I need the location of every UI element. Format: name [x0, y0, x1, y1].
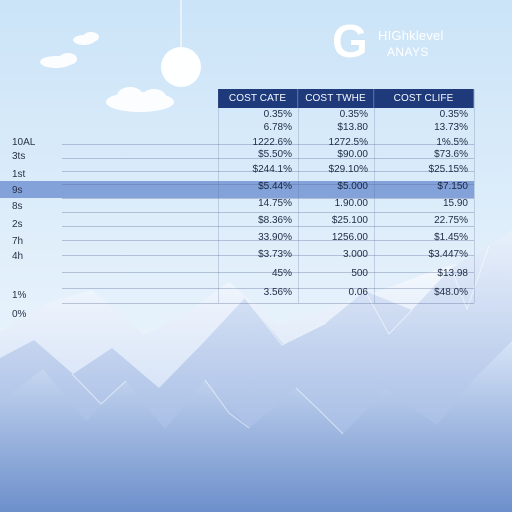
table-header-cell: COST TWHE: [298, 89, 374, 108]
logo-text-line-2: ANAYS: [387, 45, 429, 59]
table-cell: $25.15%: [428, 164, 468, 175]
table-column-line: [474, 89, 475, 303]
table-cell: 22.75%: [434, 215, 468, 226]
table-grid-line: [62, 198, 474, 199]
table-grid-line: [62, 288, 474, 289]
table-cell: 3.000: [342, 249, 368, 260]
cloud-icon: [83, 32, 99, 42]
table-cell: 0.06: [348, 287, 368, 298]
table-cell: 0.35%: [439, 109, 468, 120]
table-cell: 3.56%: [263, 287, 292, 298]
table-grid-line: [62, 240, 474, 241]
table-cell: $1.45%: [434, 232, 468, 243]
table-cell: $13.98: [437, 268, 468, 279]
table-cell: 0.35%: [263, 109, 292, 120]
chart-logo: G HIGhklevel ANAYS: [332, 15, 487, 67]
row-axis-label: 8s: [12, 201, 23, 212]
table-cell: 14.75%: [258, 198, 292, 209]
table-cell: 1272.5%: [328, 137, 368, 148]
mountain-ridge-line: [71, 373, 127, 405]
cloud-icon: [59, 53, 77, 65]
table-cell: $29.10%: [328, 164, 368, 175]
table-grid-line: [62, 144, 474, 145]
mountain-ridge-line: [364, 290, 413, 335]
row-axis-label: 7h: [12, 236, 24, 247]
row-axis-label: 1%: [12, 290, 27, 301]
table-cell: 500: [351, 268, 368, 279]
sun-icon: [161, 47, 201, 87]
table-cell: 1.90.00: [334, 198, 368, 209]
table-column-line: [374, 89, 375, 303]
table-cell: $13.80: [337, 122, 368, 133]
highlight-row: [0, 181, 474, 198]
table-cell: $8.36%: [258, 215, 292, 226]
row-axis-label: 10AL: [12, 137, 36, 148]
table-cell: $244.1%: [252, 164, 292, 175]
table-cell: 13.73%: [434, 122, 468, 133]
mountain-ridge-line: [450, 245, 490, 311]
table-grid-line: [62, 158, 474, 159]
table-cell: 1222.6%: [252, 137, 292, 148]
row-axis-label: 2s: [12, 219, 23, 230]
table-cell: $48.0%: [434, 287, 468, 298]
table-cell: $25.100: [331, 215, 368, 226]
table-cell: 6.78%: [263, 122, 292, 133]
table-cell: 15.90: [442, 198, 468, 209]
logo-mark-icon: G: [332, 15, 368, 67]
table-cell: 1%.5%: [436, 137, 468, 148]
table-cell: 1256.00: [331, 232, 368, 243]
table-grid-line: [62, 212, 474, 213]
table-cell: $5.44%: [258, 181, 292, 192]
table-cell: 33.90%: [258, 232, 292, 243]
table-cell: $73.6%: [434, 149, 468, 160]
table-cell: $90.00: [337, 149, 368, 160]
cloud-icon: [142, 89, 166, 105]
table-header-cell: COST CLIFE: [374, 89, 474, 108]
table-grid-line: [62, 272, 474, 273]
table-cell: 0.35%: [339, 109, 368, 120]
table-column-line: [218, 89, 219, 303]
row-axis-label: 9s: [12, 185, 23, 196]
row-axis-label: 1st: [12, 169, 26, 180]
table-cell: 45%: [271, 268, 292, 279]
table-grid-line: [62, 171, 474, 172]
mountain-ridge-line: [295, 387, 344, 435]
table-grid-line: [62, 184, 474, 185]
mountain-ridge-line: [244, 297, 327, 346]
table-grid-line: [62, 303, 474, 304]
cloud-icon: [117, 87, 143, 105]
logo-text-line-1: HIGhklevel: [378, 28, 444, 43]
table-cell: $3.447%: [428, 249, 468, 260]
mountain-ridge-line: [204, 379, 250, 429]
table-header-cell: COST CATE: [218, 89, 298, 108]
mountain-range-front: [0, 341, 512, 512]
table-cell: $5.000: [337, 181, 368, 192]
table-grid-line: [62, 226, 474, 227]
table-cell: $5.50%: [258, 149, 292, 160]
row-axis-label: 3ts: [12, 151, 26, 162]
table-cell: $3.73%: [258, 249, 292, 260]
table-cell: $7.150: [437, 181, 468, 192]
table-grid-line: [62, 255, 474, 256]
row-axis-label: 0%: [12, 309, 27, 320]
row-axis-label: 4h: [12, 251, 24, 262]
table-column-line: [298, 89, 299, 303]
